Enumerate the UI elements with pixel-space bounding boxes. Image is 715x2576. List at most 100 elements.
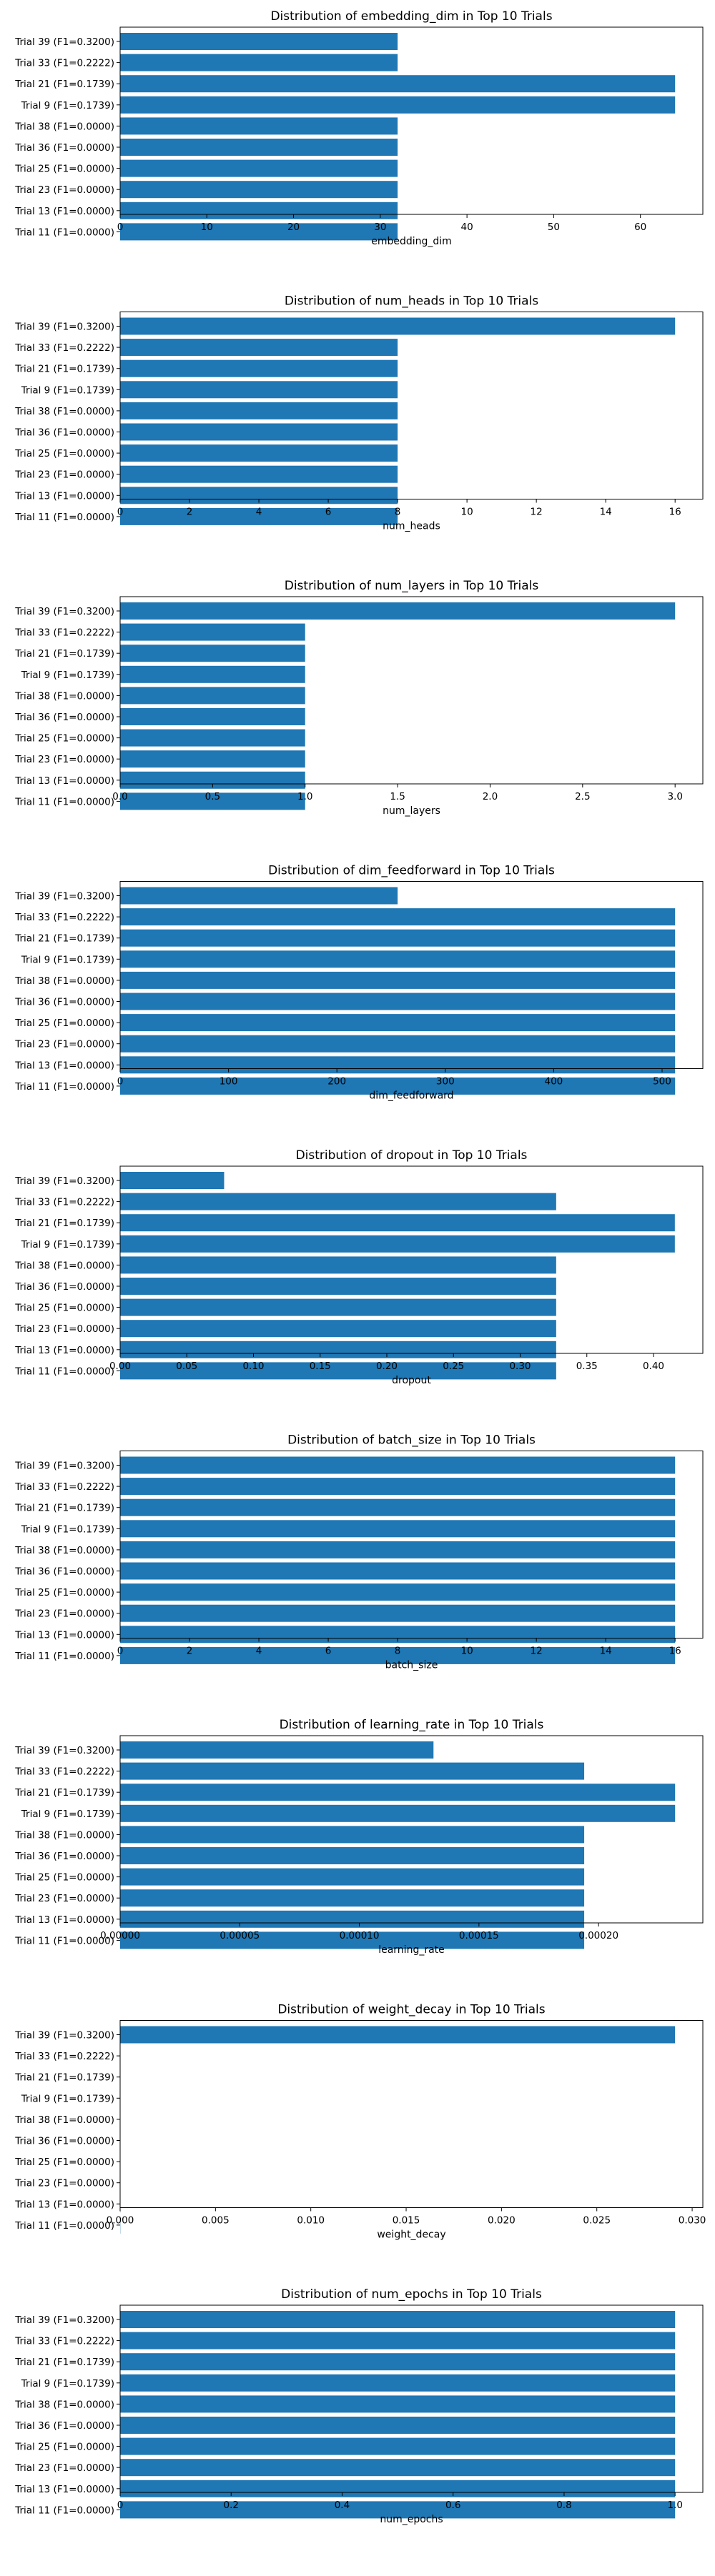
- category-label: Trial 25 (F1=0.0000): [14, 2442, 114, 2453]
- x-axis-label: dim_feedforward: [369, 1090, 453, 1102]
- bar: [120, 2332, 675, 2349]
- bar: [120, 2353, 675, 2370]
- x-tick-label: 1.5: [390, 791, 405, 802]
- bar: [120, 381, 398, 398]
- bar: [120, 687, 305, 704]
- category-label: Trial 9 (F1=0.1739): [21, 1239, 114, 1250]
- chart-title: Distribution of learning_rate in Top 10 …: [280, 1718, 544, 1732]
- x-tick-label: 400: [545, 1076, 563, 1088]
- category-label: Trial 36 (F1=0.0000): [14, 997, 114, 1008]
- chart-panel: Distribution of num_epochs in Top 10 Tri…: [14, 2287, 703, 2525]
- bar: [120, 1035, 675, 1053]
- bar: [120, 1014, 675, 1031]
- bar: [120, 181, 398, 198]
- x-tick-label: 4: [256, 507, 262, 518]
- bar: [120, 1299, 556, 1316]
- bar: [120, 1214, 675, 1231]
- x-tick-label: 0.25: [443, 1361, 464, 1372]
- category-label: Trial 33 (F1=0.2222): [14, 58, 114, 69]
- x-tick-label: 16: [669, 1646, 681, 1657]
- x-tick-label: 0.025: [583, 2215, 611, 2227]
- bar: [120, 1784, 675, 1801]
- category-label: Trial 25 (F1=0.0000): [14, 1018, 114, 1029]
- category-label: Trial 13 (F1=0.0000): [14, 1345, 114, 1356]
- bar: [120, 1056, 675, 1073]
- x-tick-label: 100: [220, 1076, 238, 1088]
- x-tick-label: 0.00015: [459, 1930, 499, 1941]
- category-label: Trial 21 (F1=0.1739): [14, 364, 114, 375]
- bar: [120, 750, 305, 767]
- category-label: Trial 21 (F1=0.1739): [14, 79, 114, 90]
- category-label: Trial 25 (F1=0.0000): [14, 1303, 114, 1314]
- category-label: Trial 9 (F1=0.1739): [21, 954, 114, 965]
- bar: [120, 1847, 584, 1864]
- chart-title: Distribution of weight_decay in Top 10 T…: [277, 2003, 545, 2017]
- bar: [120, 2480, 675, 2497]
- bar: [120, 2374, 675, 2392]
- category-label: Trial 9 (F1=0.1739): [21, 100, 114, 111]
- category-label: Trial 21 (F1=0.1739): [14, 1787, 114, 1799]
- bar: [120, 2395, 675, 2412]
- category-label: Trial 11 (F1=0.0000): [14, 1935, 114, 1946]
- category-label: Trial 13 (F1=0.0000): [14, 1914, 114, 1926]
- bar: [120, 54, 398, 71]
- category-label: Trial 11 (F1=0.0000): [14, 227, 114, 238]
- bar: [120, 887, 398, 905]
- x-tick-label: 4: [256, 1646, 262, 1657]
- category-label: Trial 11 (F1=0.0000): [14, 2220, 114, 2232]
- x-axis-label: dropout: [392, 1375, 431, 1386]
- x-tick-label: 30: [374, 222, 386, 233]
- category-label: Trial 23 (F1=0.0000): [14, 469, 114, 481]
- x-tick-label: 1.0: [667, 2500, 682, 2511]
- x-axis-label: learning_rate: [378, 1944, 445, 1956]
- x-tick-label: 20: [287, 222, 300, 233]
- bar: [120, 1193, 556, 1210]
- category-label: Trial 33 (F1=0.2222): [14, 2336, 114, 2347]
- category-label: Trial 25 (F1=0.0000): [14, 2157, 114, 2168]
- bar: [120, 1520, 675, 1537]
- category-label: Trial 39 (F1=0.3200): [14, 1745, 114, 1756]
- bar: [120, 1869, 584, 1886]
- x-tick-label: 500: [653, 1076, 671, 1088]
- x-tick-label: 0.2: [223, 2500, 238, 2511]
- category-label: Trial 21 (F1=0.1739): [14, 2357, 114, 2368]
- x-tick-label: 8: [395, 1646, 401, 1657]
- category-label: Trial 21 (F1=0.1739): [14, 933, 114, 945]
- category-label: Trial 33 (F1=0.2222): [14, 1766, 114, 1778]
- chart-title: Distribution of num_heads in Top 10 Tria…: [285, 294, 538, 309]
- category-label: Trial 39 (F1=0.3200): [14, 36, 114, 48]
- bar: [120, 1889, 584, 1906]
- category-label: Trial 23 (F1=0.0000): [14, 1893, 114, 1904]
- bar: [120, 202, 398, 219]
- bar: [120, 908, 675, 925]
- bar: [120, 950, 675, 968]
- x-tick-label: 2: [187, 507, 193, 518]
- x-tick-label: 2: [187, 1646, 193, 1657]
- bar: [120, 318, 675, 335]
- x-tick-label: 60: [634, 222, 646, 233]
- x-tick-label: 10: [201, 222, 213, 233]
- category-label: Trial 11 (F1=0.0000): [14, 2505, 114, 2516]
- bar: [120, 1805, 675, 1822]
- x-tick-label: 3.0: [667, 791, 682, 802]
- x-tick-label: 0.005: [202, 2215, 230, 2227]
- bar: [120, 1583, 675, 1601]
- x-tick-label: 0.8: [556, 2500, 571, 2511]
- category-label: Trial 23 (F1=0.0000): [14, 1039, 114, 1050]
- x-tick-label: 0.00005: [220, 1930, 260, 1941]
- bar: [120, 33, 398, 50]
- category-label: Trial 23 (F1=0.0000): [14, 184, 114, 196]
- x-tick-label: 6: [325, 507, 332, 518]
- category-label: Trial 36 (F1=0.0000): [14, 142, 114, 154]
- x-tick-label: 0.35: [576, 1361, 598, 1372]
- x-axis-label: embedding_dim: [371, 236, 452, 247]
- x-tick-label: 0.6: [445, 2500, 460, 2511]
- chart-title: Distribution of dim_feedforward in Top 1…: [268, 864, 555, 878]
- chart-panel: Distribution of dropout in Top 10 Trials…: [14, 1148, 703, 1386]
- chart-title: Distribution of dropout in Top 10 Trials: [296, 1148, 528, 1163]
- category-label: Trial 33 (F1=0.2222): [14, 1481, 114, 1493]
- x-tick-label: 16: [669, 507, 681, 518]
- category-label: Trial 21 (F1=0.1739): [14, 1503, 114, 1514]
